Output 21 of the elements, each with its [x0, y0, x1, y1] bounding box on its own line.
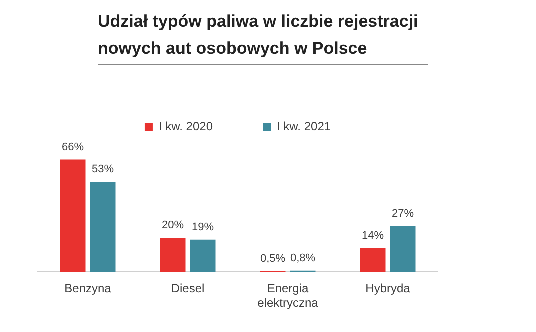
x-tick-label: Benzyna — [64, 282, 112, 296]
data-label: 19% — [192, 221, 214, 234]
data-label: 0,5% — [260, 252, 286, 265]
data-label: 20% — [162, 220, 184, 232]
legend-label: I kw. 2020 — [158, 119, 214, 134]
x-tick-label: Hybryda — [366, 282, 411, 296]
x-tick-label: Energia elektryczna — [258, 282, 319, 310]
bar — [360, 248, 386, 272]
data-label: 66% — [62, 141, 84, 154]
data-label: 14% — [362, 230, 384, 242]
bar — [390, 226, 416, 272]
bar — [90, 182, 116, 272]
chart-title: Udział typów paliwa w liczbie rejestracji nowych aut osobowych w Polsce — [98, 8, 428, 62]
data-label: 27% — [392, 208, 414, 220]
bar — [60, 160, 86, 272]
bar — [190, 240, 216, 272]
data-label: 0,8% — [290, 252, 316, 264]
x-tick-label: Diesel — [171, 282, 205, 296]
legend-label: I kw. 2021 — [277, 119, 332, 134]
data-label: 53% — [92, 163, 114, 176]
bar — [160, 238, 186, 272]
